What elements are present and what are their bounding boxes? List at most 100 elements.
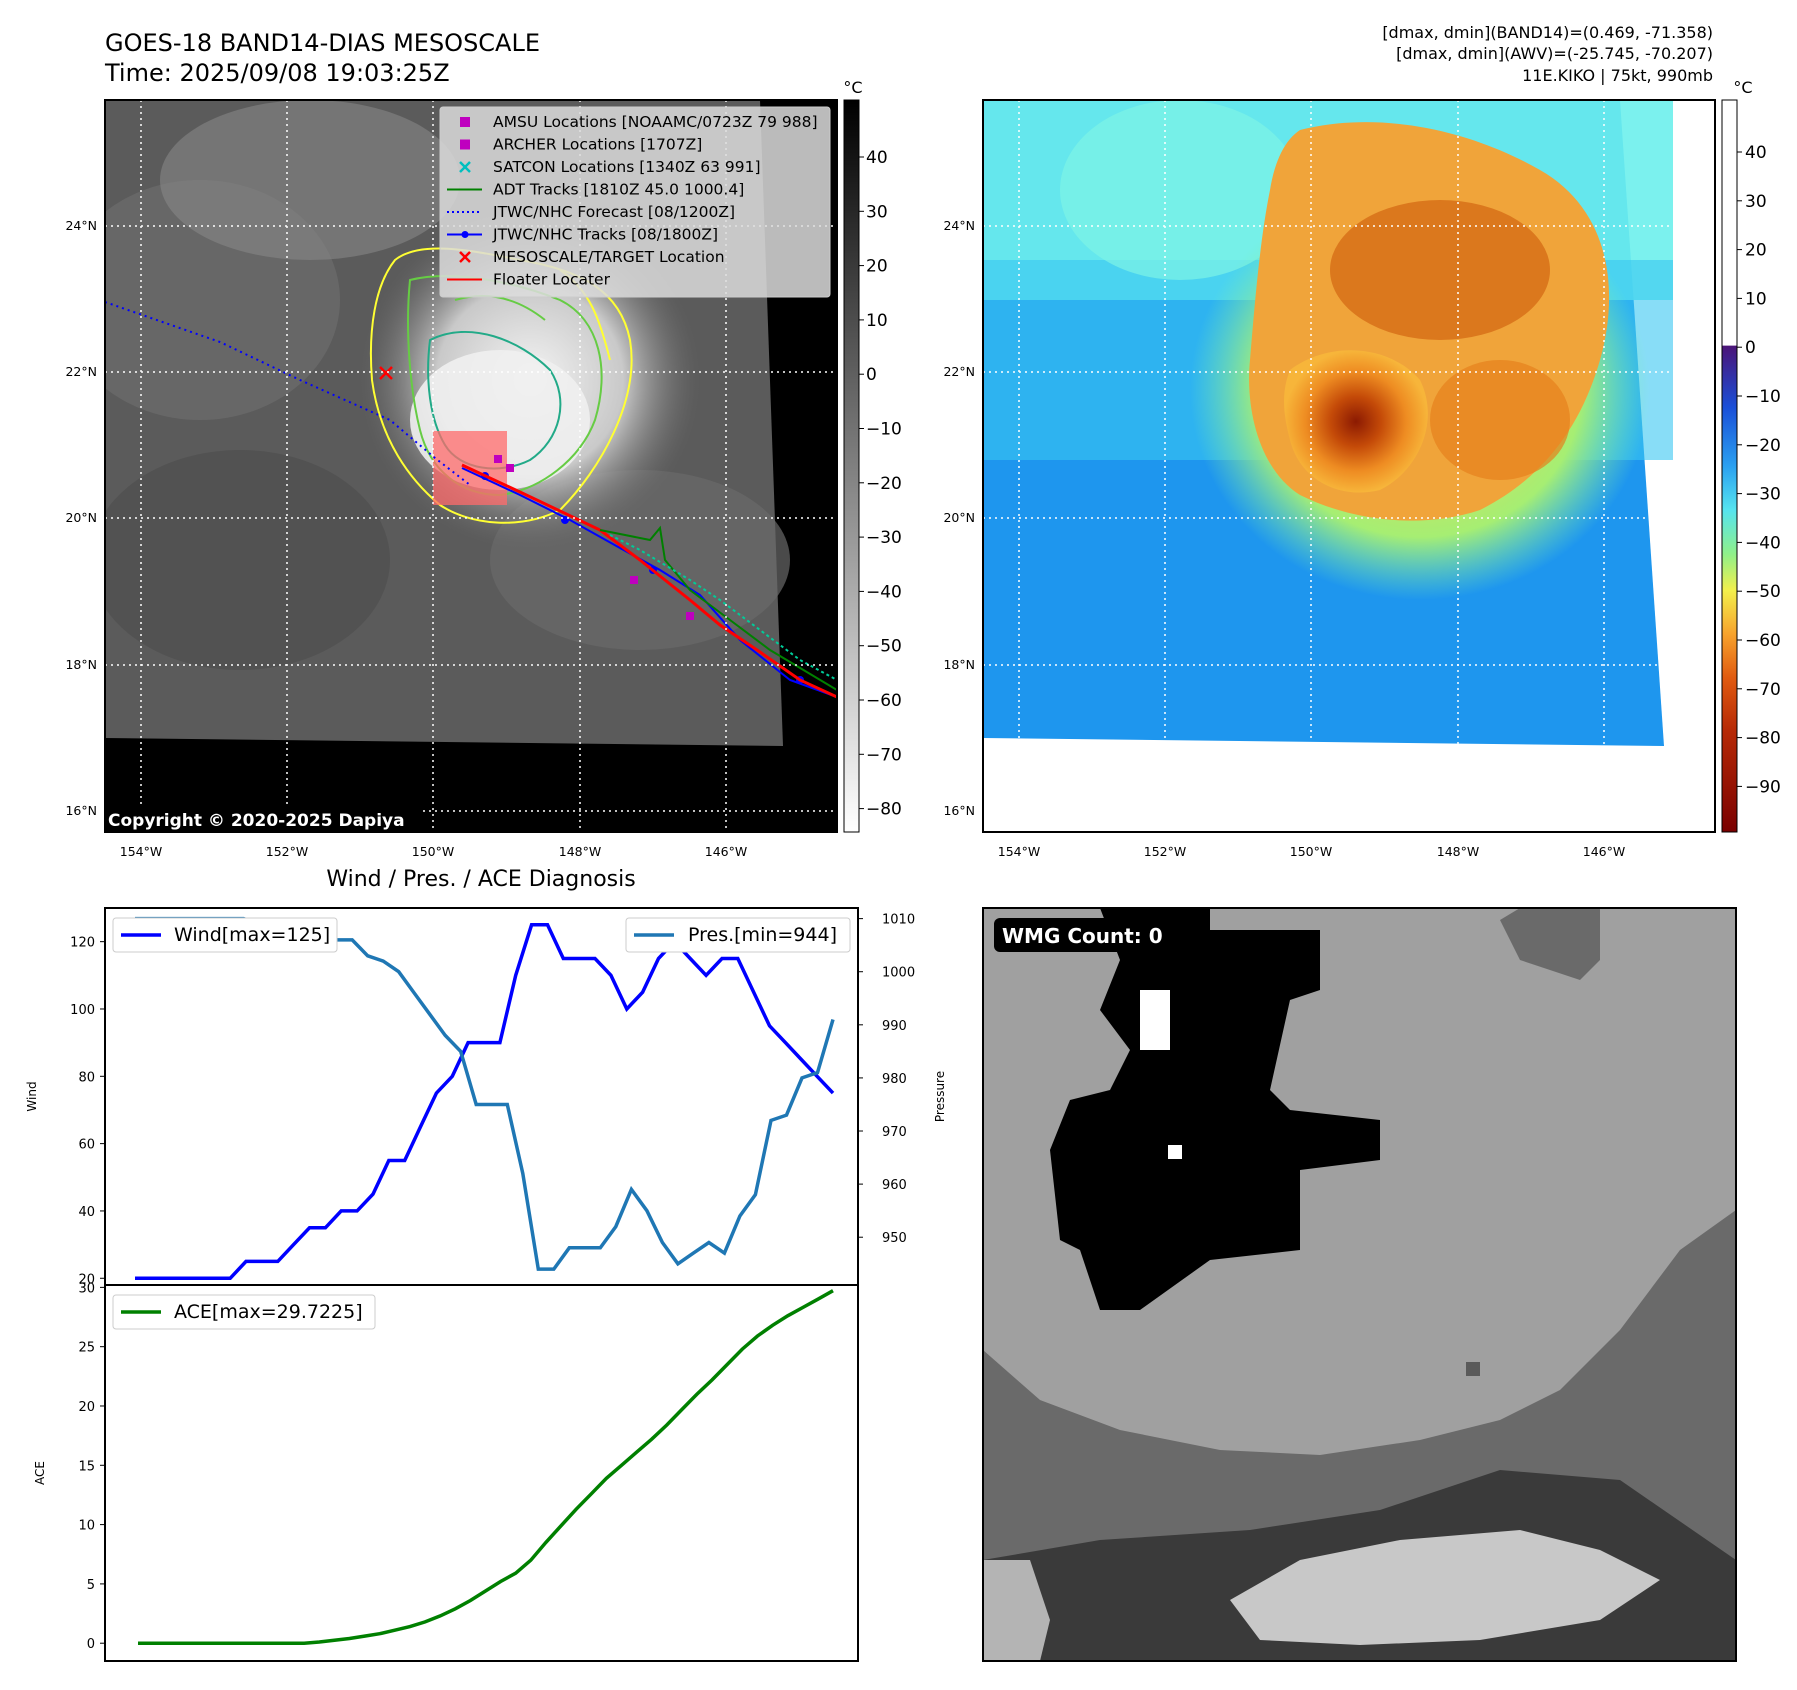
pressure-legend: Pres.[min=944]: [625, 917, 851, 953]
colorbar-left-tick: −30: [866, 528, 902, 548]
legend-item: ADT Tracks [1810Z 45.0 1000.4]: [447, 181, 744, 199]
legend-label: ADT Tracks [1810Z 45.0 1000.4]: [493, 181, 744, 199]
lon-label: 152°W: [1144, 844, 1186, 859]
awv-map-grid: [983, 100, 1715, 832]
legend-label: AMSU Locations [NOAAMC/0723Z 79 988]: [493, 113, 818, 131]
ace-tick-label: 10: [78, 1519, 95, 1534]
lon-label: 146°W: [1583, 844, 1625, 859]
colorbar-left-tick: −80: [866, 800, 902, 820]
lon-label: 154°W: [120, 844, 162, 859]
wind-tick-label: 40: [78, 1205, 95, 1220]
colorbar-right-tick: −80: [1745, 729, 1781, 749]
copyright: Copyright © 2020-2025 Dapiya: [108, 811, 405, 831]
legend-label: SATCON Locations [1340Z 63 991]: [493, 158, 761, 176]
lat-label: 24°N: [943, 218, 975, 233]
colorbar-left-tick: 20: [866, 257, 888, 277]
lat-label: 24°N: [65, 218, 97, 233]
lat-label: 20°N: [65, 510, 97, 525]
legend-label: MESOSCALE/TARGET Location: [493, 248, 725, 266]
ace-tick-label: 20: [78, 1400, 95, 1415]
pressure-tick-label: 1000: [882, 966, 915, 981]
colorbar-right-tick: −30: [1745, 485, 1781, 505]
ace-legend-label: ACE[max=29.7225]: [174, 1301, 363, 1323]
wind-chart-frame: [104, 907, 859, 1286]
ace-tick-label: 25: [78, 1341, 95, 1356]
legend-item: JTWC/NHC Forecast [08/1200Z]: [447, 203, 735, 221]
lat-label: 20°N: [943, 510, 975, 525]
info-awv: [dmax, dmin](AWV)=(-25.745, -70.207): [1396, 44, 1713, 63]
colorbar-left-tick: −50: [866, 637, 902, 657]
wind-tick-label: 80: [78, 1070, 95, 1085]
wind-tick-label: 100: [70, 1003, 95, 1018]
ir-map-legend: AMSU Locations [NOAAMC/0723Z 79 988] ARCH…: [439, 106, 831, 298]
ace-tick-label: 5: [87, 1578, 95, 1593]
diagnosis-title: Wind / Pres. / ACE Diagnosis: [326, 867, 635, 892]
pressure-axis-label: Pressure: [933, 1071, 947, 1122]
wmg-count-label: WMG Count: 0: [1002, 924, 1163, 948]
colorbar-right-tick: 10: [1745, 289, 1767, 309]
colorbar-left-tick: −10: [866, 420, 902, 440]
colorbar-left-tick: −70: [866, 745, 902, 765]
colorbar-right-tick: 0: [1745, 338, 1756, 358]
lon-label: 146°W: [705, 844, 747, 859]
ace-tick-label: 15: [78, 1459, 95, 1474]
colorbar-right-tick: −60: [1745, 631, 1781, 651]
colorbar-right-tick: −20: [1745, 436, 1781, 456]
legend-item: SATCON Locations [1340Z 63 991]: [459, 158, 761, 176]
wind-tick-label: 20: [78, 1272, 95, 1287]
lon-label: 154°W: [998, 844, 1040, 859]
colorbar-right-tick: 20: [1745, 241, 1767, 261]
colorbar-left-tick: 10: [866, 311, 888, 331]
pressure-tick-label: 950: [882, 1231, 907, 1246]
lat-label: 22°N: [943, 364, 975, 379]
ace-tick-label: 30: [78, 1281, 95, 1296]
legend-item: AMSU Locations [NOAAMC/0723Z 79 988]: [460, 113, 818, 131]
legend-label: ARCHER Locations [1707Z]: [493, 136, 702, 154]
legend-label: JTWC/NHC Forecast [08/1200Z]: [492, 203, 735, 221]
pressure-tick-label: 1010: [882, 913, 915, 928]
colorbar-left-tick: 0: [866, 365, 877, 385]
legend-item: JTWC/NHC Tracks [08/1800Z]: [447, 226, 718, 244]
wind-axis-label: Wind: [25, 1081, 39, 1111]
ace-tick-label: 0: [87, 1637, 95, 1652]
info-band14: [dmax, dmin](BAND14)=(0.469, -71.358): [1382, 23, 1713, 42]
lon-label: 148°W: [559, 844, 601, 859]
colorbar-right-tick: −90: [1745, 777, 1781, 797]
lat-label: 16°N: [943, 803, 975, 818]
info-storm: 11E.KIKO | 75kt, 990mb: [1522, 66, 1713, 85]
pressure-tick-label: 970: [882, 1125, 907, 1140]
pressure-legend-label: Pres.[min=944]: [688, 924, 837, 946]
colorbar-right-tick: −40: [1745, 533, 1781, 553]
figure-title: GOES-18 BAND14-DIAS MESOSCALE: [105, 29, 540, 57]
wind-legend-label: Wind[max=125]: [174, 924, 330, 946]
lat-label: 18°N: [943, 657, 975, 672]
colorbar-left-tick: −20: [866, 474, 902, 494]
wind-series-line: [135, 923, 835, 1281]
lon-label: 150°W: [412, 844, 454, 859]
ace-series-line: [138, 1289, 834, 1645]
colorbar-left-tick: 40: [866, 148, 888, 168]
wind-tick-label: 120: [70, 936, 95, 951]
lon-label: 152°W: [266, 844, 308, 859]
colorbar-right-tick: 30: [1745, 192, 1767, 212]
lon-label: 150°W: [1290, 844, 1332, 859]
lat-label: 18°N: [65, 657, 97, 672]
pressure-tick-label: 980: [882, 1072, 907, 1087]
figure-time: Time: 2025/09/08 19:03:25Z: [104, 59, 450, 87]
legend-item: ARCHER Locations [1707Z]: [460, 136, 702, 154]
colorbar-left: [843, 99, 860, 833]
ace-legend: ACE[max=29.7225]: [112, 1294, 376, 1330]
ace-chart-frame: [104, 1284, 859, 1662]
pressure-tick-label: 960: [882, 1178, 907, 1193]
colorbar-right-tick: 40: [1745, 143, 1767, 163]
colorbar-left-unit: °C: [843, 78, 862, 97]
legend-label: Floater Locater: [493, 271, 611, 289]
pressure-tick-label: 990: [882, 1019, 907, 1034]
colorbar-right-tick: −70: [1745, 680, 1781, 700]
wmg-panel: WMG Count: 0: [982, 907, 1737, 1662]
colorbar-right-unit: °C: [1733, 78, 1752, 97]
legend-label: JTWC/NHC Tracks [08/1800Z]: [492, 226, 718, 244]
ace-axis-label: ACE: [33, 1461, 47, 1485]
colorbar-left-tick: −40: [866, 582, 902, 602]
